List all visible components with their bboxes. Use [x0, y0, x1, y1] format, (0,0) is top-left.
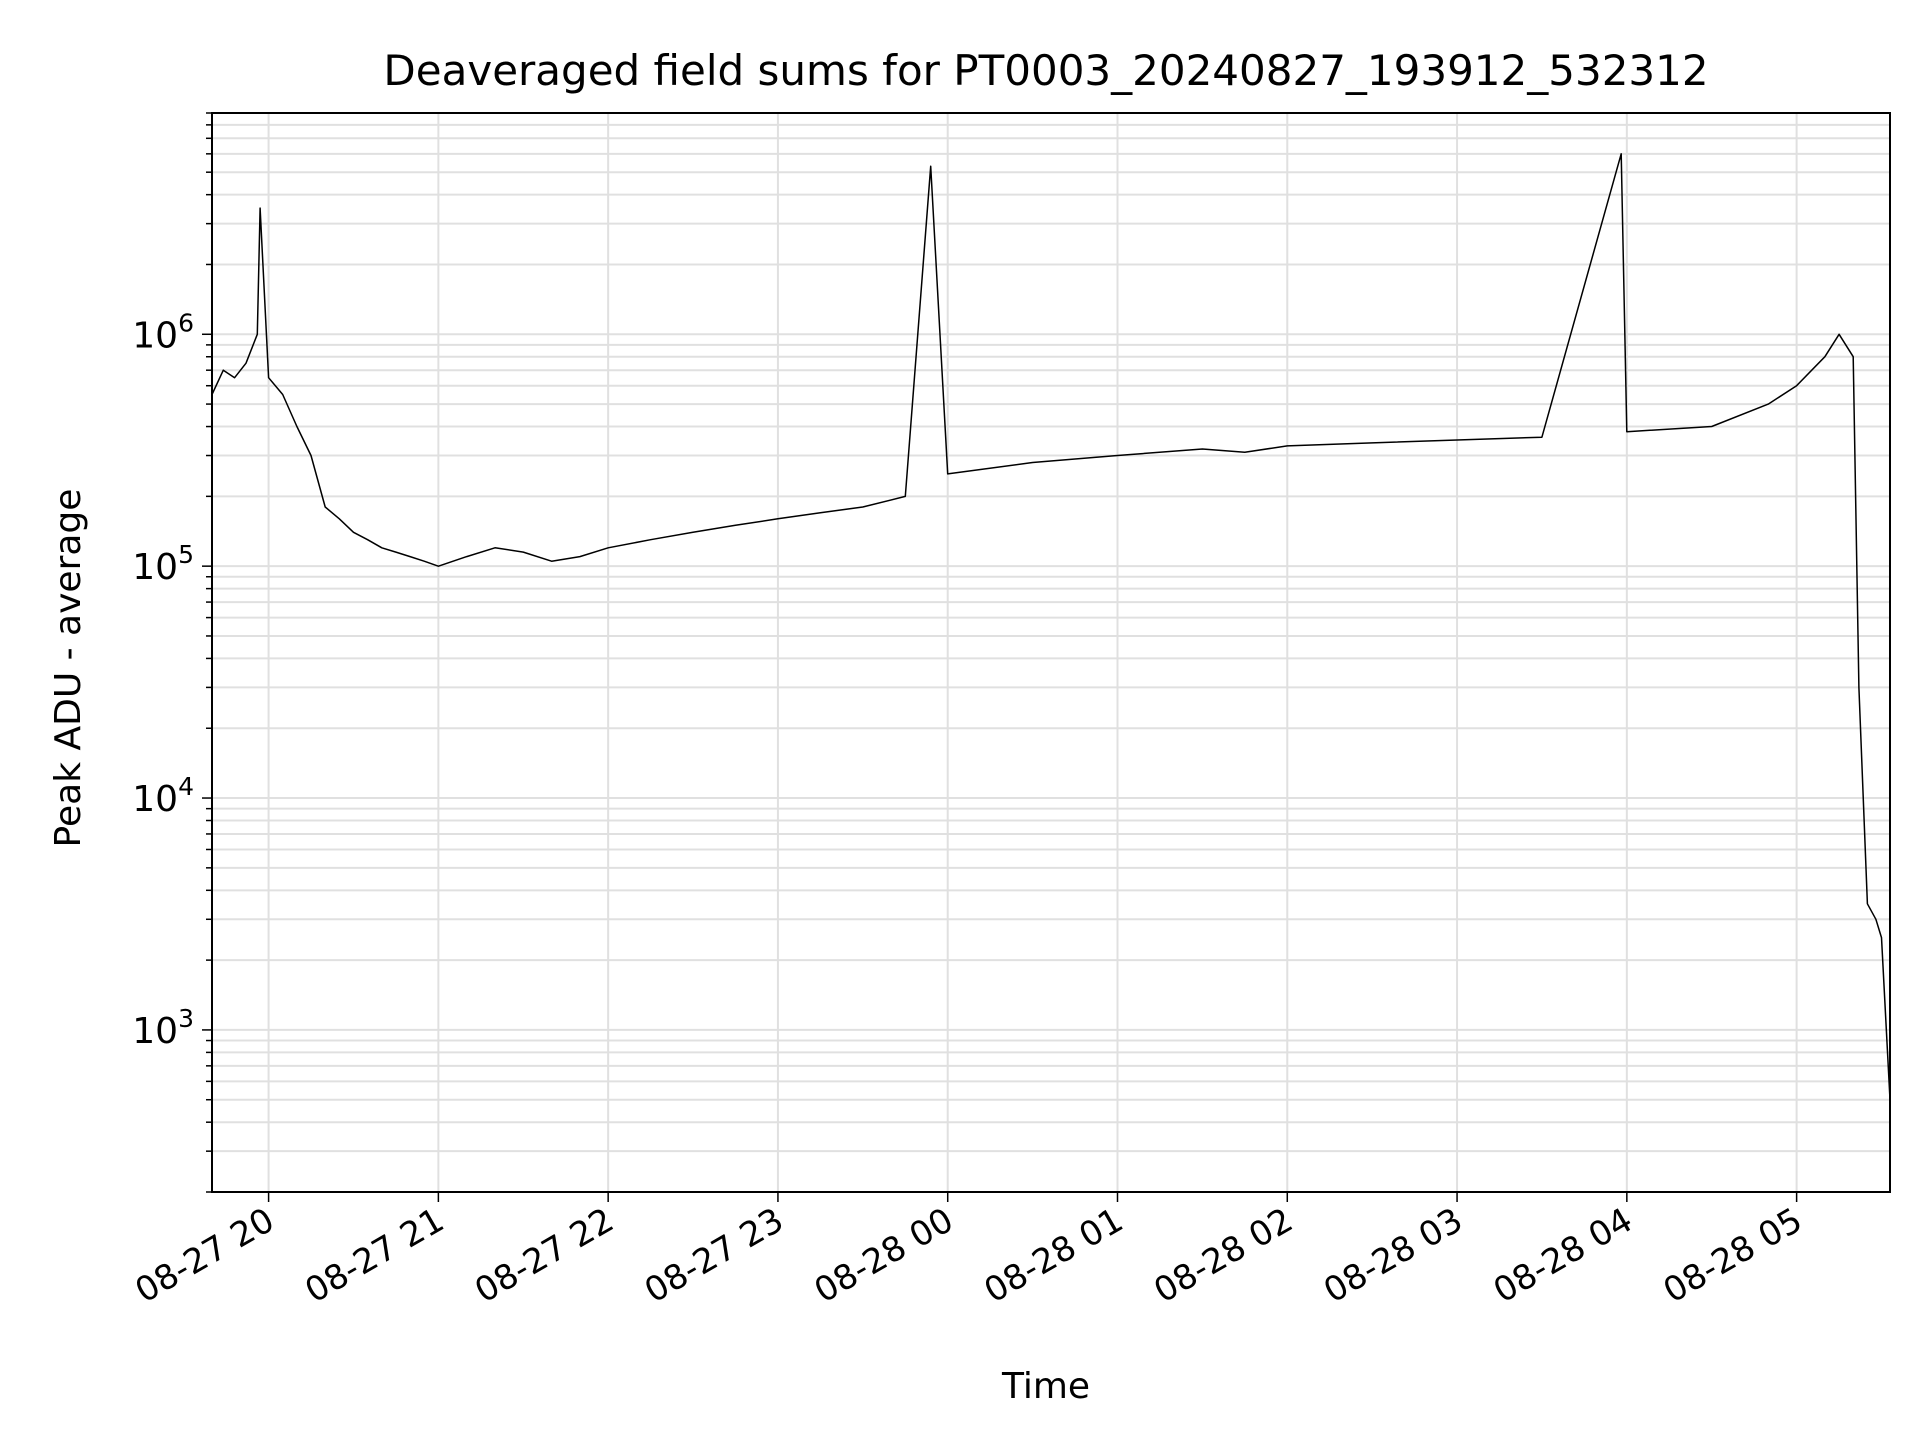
y-tick-label: 105	[132, 540, 194, 588]
plot-frame	[211, 112, 1891, 1193]
chart-title: Deaveraged field sums for PT0003_2024082…	[383, 46, 1708, 95]
y-axis-label: Peak ADU - average	[48, 489, 89, 848]
y-tick-label: 104	[132, 772, 194, 820]
series-line	[211, 153, 1891, 1100]
series-line-group	[211, 153, 1891, 1100]
y-tick-label: 103	[132, 1004, 194, 1052]
y-tick-label: 106	[132, 308, 194, 356]
x-axis-label: Time	[1001, 1366, 1090, 1407]
